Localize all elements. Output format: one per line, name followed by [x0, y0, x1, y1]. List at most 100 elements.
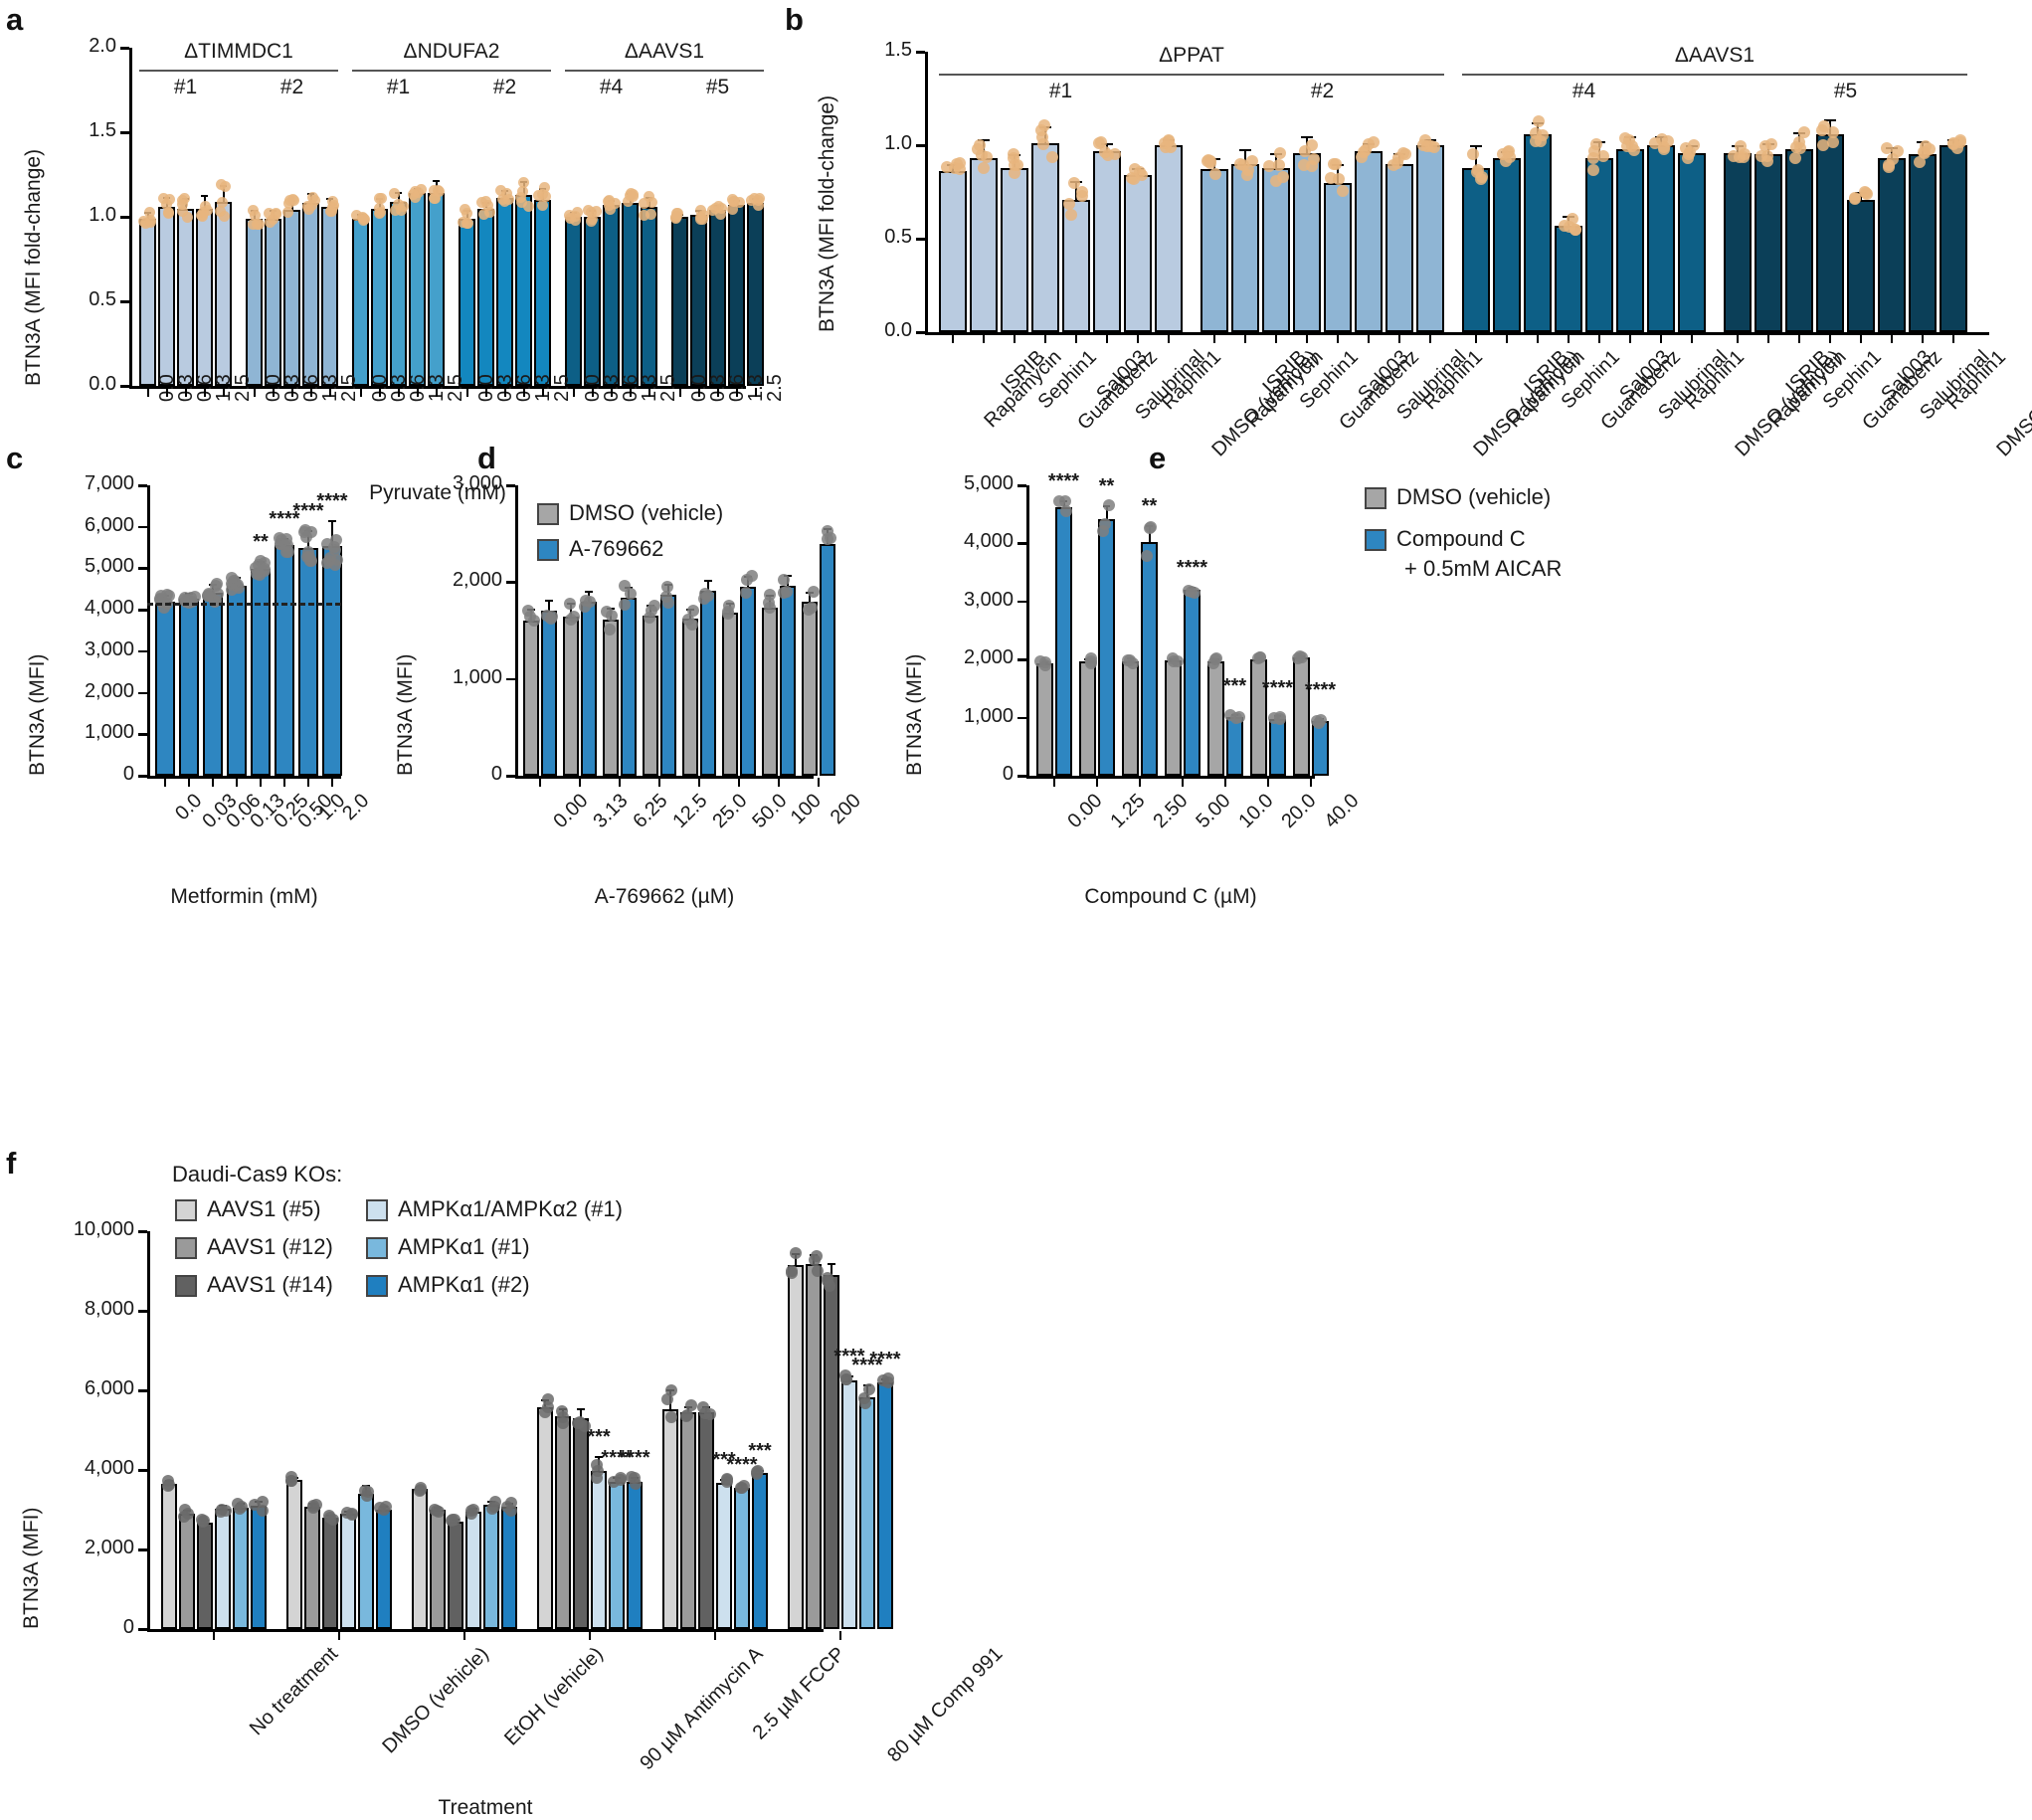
x-tick-label: 2.5 — [550, 374, 573, 402]
significance-marker: **** — [619, 1447, 650, 1470]
bar — [680, 1412, 696, 1629]
x-tick-mark — [1798, 334, 1800, 343]
y-tick-label: 2,000 — [84, 679, 134, 702]
error-bar — [795, 1253, 797, 1266]
y-tick-mark — [120, 385, 129, 388]
clone-label: #2 — [492, 76, 517, 98]
y-tick-mark — [138, 525, 147, 529]
data-point — [176, 205, 188, 217]
bar — [352, 218, 369, 386]
data-point — [1037, 119, 1050, 132]
data-point — [1396, 147, 1409, 160]
bar — [1155, 145, 1183, 332]
data-point — [789, 1246, 802, 1259]
significance-marker: ** — [1098, 475, 1115, 498]
x-tick-label: 2.5 — [444, 374, 466, 402]
y-tick-label: 1,000 — [84, 721, 134, 744]
x-tick-label: 100 — [786, 790, 826, 829]
bar — [340, 1514, 356, 1629]
x-axis-line — [147, 1629, 824, 1632]
bar — [203, 593, 223, 776]
bar — [139, 218, 156, 386]
data-point — [664, 1410, 677, 1423]
bar — [1724, 152, 1752, 332]
data-point — [429, 1503, 442, 1516]
bar — [603, 205, 620, 386]
x-tick-mark — [619, 778, 621, 787]
bar — [1093, 150, 1121, 332]
bar — [227, 585, 247, 776]
data-point — [1530, 135, 1543, 148]
y-tick-label: 0 — [122, 763, 134, 785]
data-point — [527, 614, 540, 627]
y-tick-mark — [120, 47, 129, 50]
data-point — [177, 199, 189, 211]
bar — [302, 203, 319, 386]
bar — [477, 208, 494, 386]
data-point — [181, 211, 193, 223]
x-tick-mark — [572, 388, 575, 397]
x-tick-mark — [589, 1631, 591, 1640]
panel-f-chart: 0 2,000 4,000 6,000 8,000 10,000 BTN3A (MFI) **… — [0, 1144, 1094, 1819]
data-point — [219, 181, 231, 193]
data-point — [163, 1478, 176, 1491]
data-point — [461, 217, 472, 229]
bar — [304, 1506, 320, 1629]
bar — [622, 203, 639, 386]
legend-label: AAVS1 (#14) — [207, 1272, 333, 1297]
y-tick-label: 0.5 — [89, 288, 116, 310]
data-point — [645, 208, 656, 220]
y-tick-label: 1.5 — [884, 39, 912, 61]
error-bar-cap — [1823, 118, 1837, 121]
data-point — [564, 613, 577, 626]
error-bar-cap — [1469, 145, 1483, 147]
y-tick-label: 3,000 — [452, 472, 502, 494]
data-point — [1201, 155, 1213, 168]
bar — [1231, 163, 1259, 332]
error-bar — [222, 184, 225, 202]
x-tick-mark — [1398, 334, 1400, 343]
y-tick-label: 2.0 — [89, 35, 116, 57]
data-point — [1849, 193, 1862, 206]
error-bar — [580, 1408, 582, 1418]
x-tick-label: 2.5 — [337, 374, 360, 402]
data-point — [160, 199, 172, 211]
x-tick-mark — [1506, 334, 1508, 343]
bar — [215, 1509, 231, 1629]
x-tick-mark — [579, 778, 581, 787]
data-point — [1007, 148, 1019, 161]
data-point — [750, 1466, 763, 1478]
data-point — [374, 203, 386, 215]
bar — [515, 194, 532, 386]
data-point — [695, 204, 707, 216]
significance-marker: *** — [587, 1426, 611, 1448]
group-label: ΔPPAT — [1159, 44, 1224, 67]
x-tick-mark — [1952, 334, 1954, 343]
x-tick-mark — [1139, 778, 1141, 787]
x-tick-mark — [1137, 334, 1139, 343]
x-tick-mark — [328, 388, 331, 397]
data-point — [1305, 159, 1318, 172]
data-point — [1794, 141, 1807, 154]
data-point — [660, 591, 673, 604]
legend-swatch — [175, 1237, 197, 1259]
bar — [534, 200, 551, 386]
data-point — [484, 207, 496, 219]
y-tick-mark — [1017, 658, 1026, 661]
error-bar-cap — [577, 1408, 585, 1411]
bar — [251, 1506, 267, 1629]
y-tick-label: 0 — [122, 1616, 134, 1638]
panel-c-chart: 0 1,000 2,000 3,000 4,000 5,000 6,000 7,000 BTN3… — [0, 438, 373, 908]
significance-marker: ** — [253, 530, 269, 553]
x-tick-mark — [222, 388, 225, 397]
data-point — [1305, 139, 1318, 152]
x-tick-mark — [1829, 334, 1831, 343]
bar — [246, 218, 263, 386]
data-point — [639, 209, 650, 221]
data-point — [1099, 146, 1112, 159]
data-point — [358, 213, 370, 225]
data-point — [1296, 650, 1309, 663]
y-axis-title: BTN3A (MFI fold-change) — [22, 148, 45, 386]
data-point — [495, 185, 507, 197]
